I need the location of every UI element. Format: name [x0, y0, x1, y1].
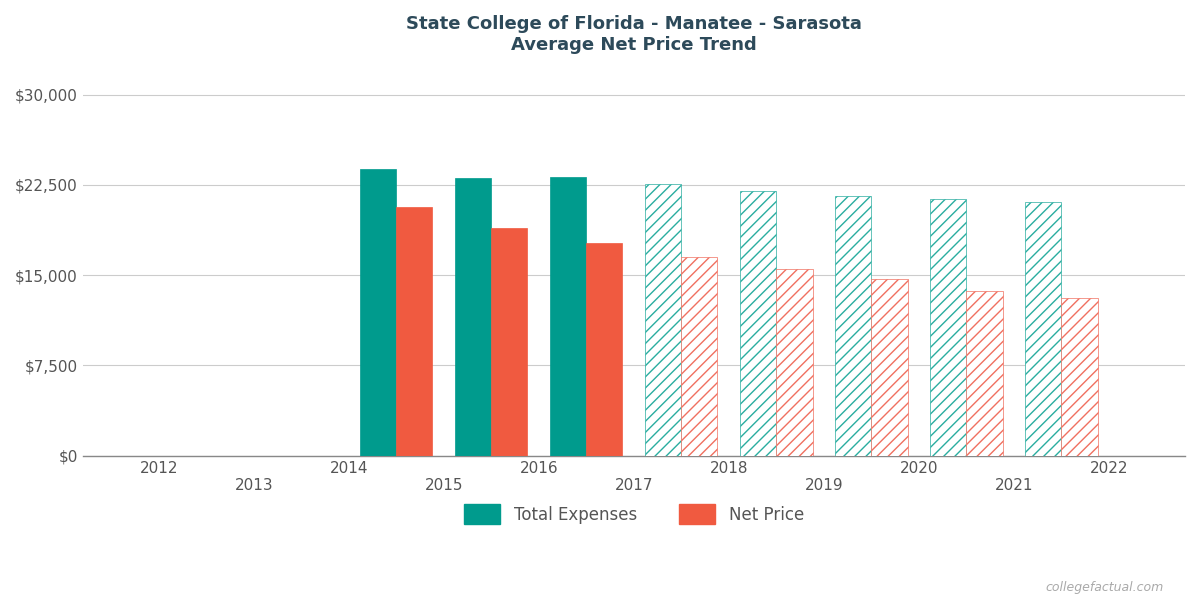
Bar — [682, 257, 718, 455]
Bar — [646, 184, 682, 455]
Title: State College of Florida - Manatee - Sarasota
Average Net Price Trend: State College of Florida - Manatee - Sar… — [406, 15, 862, 54]
Bar — [1025, 202, 1062, 455]
Bar — [835, 196, 871, 455]
Bar — [491, 228, 528, 455]
Text: collegefactual.com: collegefactual.com — [1045, 581, 1164, 594]
Bar — [871, 279, 907, 455]
Legend: Total Expenses, Net Price: Total Expenses, Net Price — [456, 496, 812, 532]
Bar — [740, 191, 776, 455]
Bar — [776, 269, 812, 455]
Bar — [966, 291, 1002, 455]
Bar — [455, 178, 491, 455]
Bar — [1062, 298, 1098, 455]
Bar — [360, 169, 396, 455]
Bar — [396, 206, 432, 455]
Bar — [551, 176, 587, 455]
Bar — [930, 199, 966, 455]
Bar — [587, 243, 623, 455]
